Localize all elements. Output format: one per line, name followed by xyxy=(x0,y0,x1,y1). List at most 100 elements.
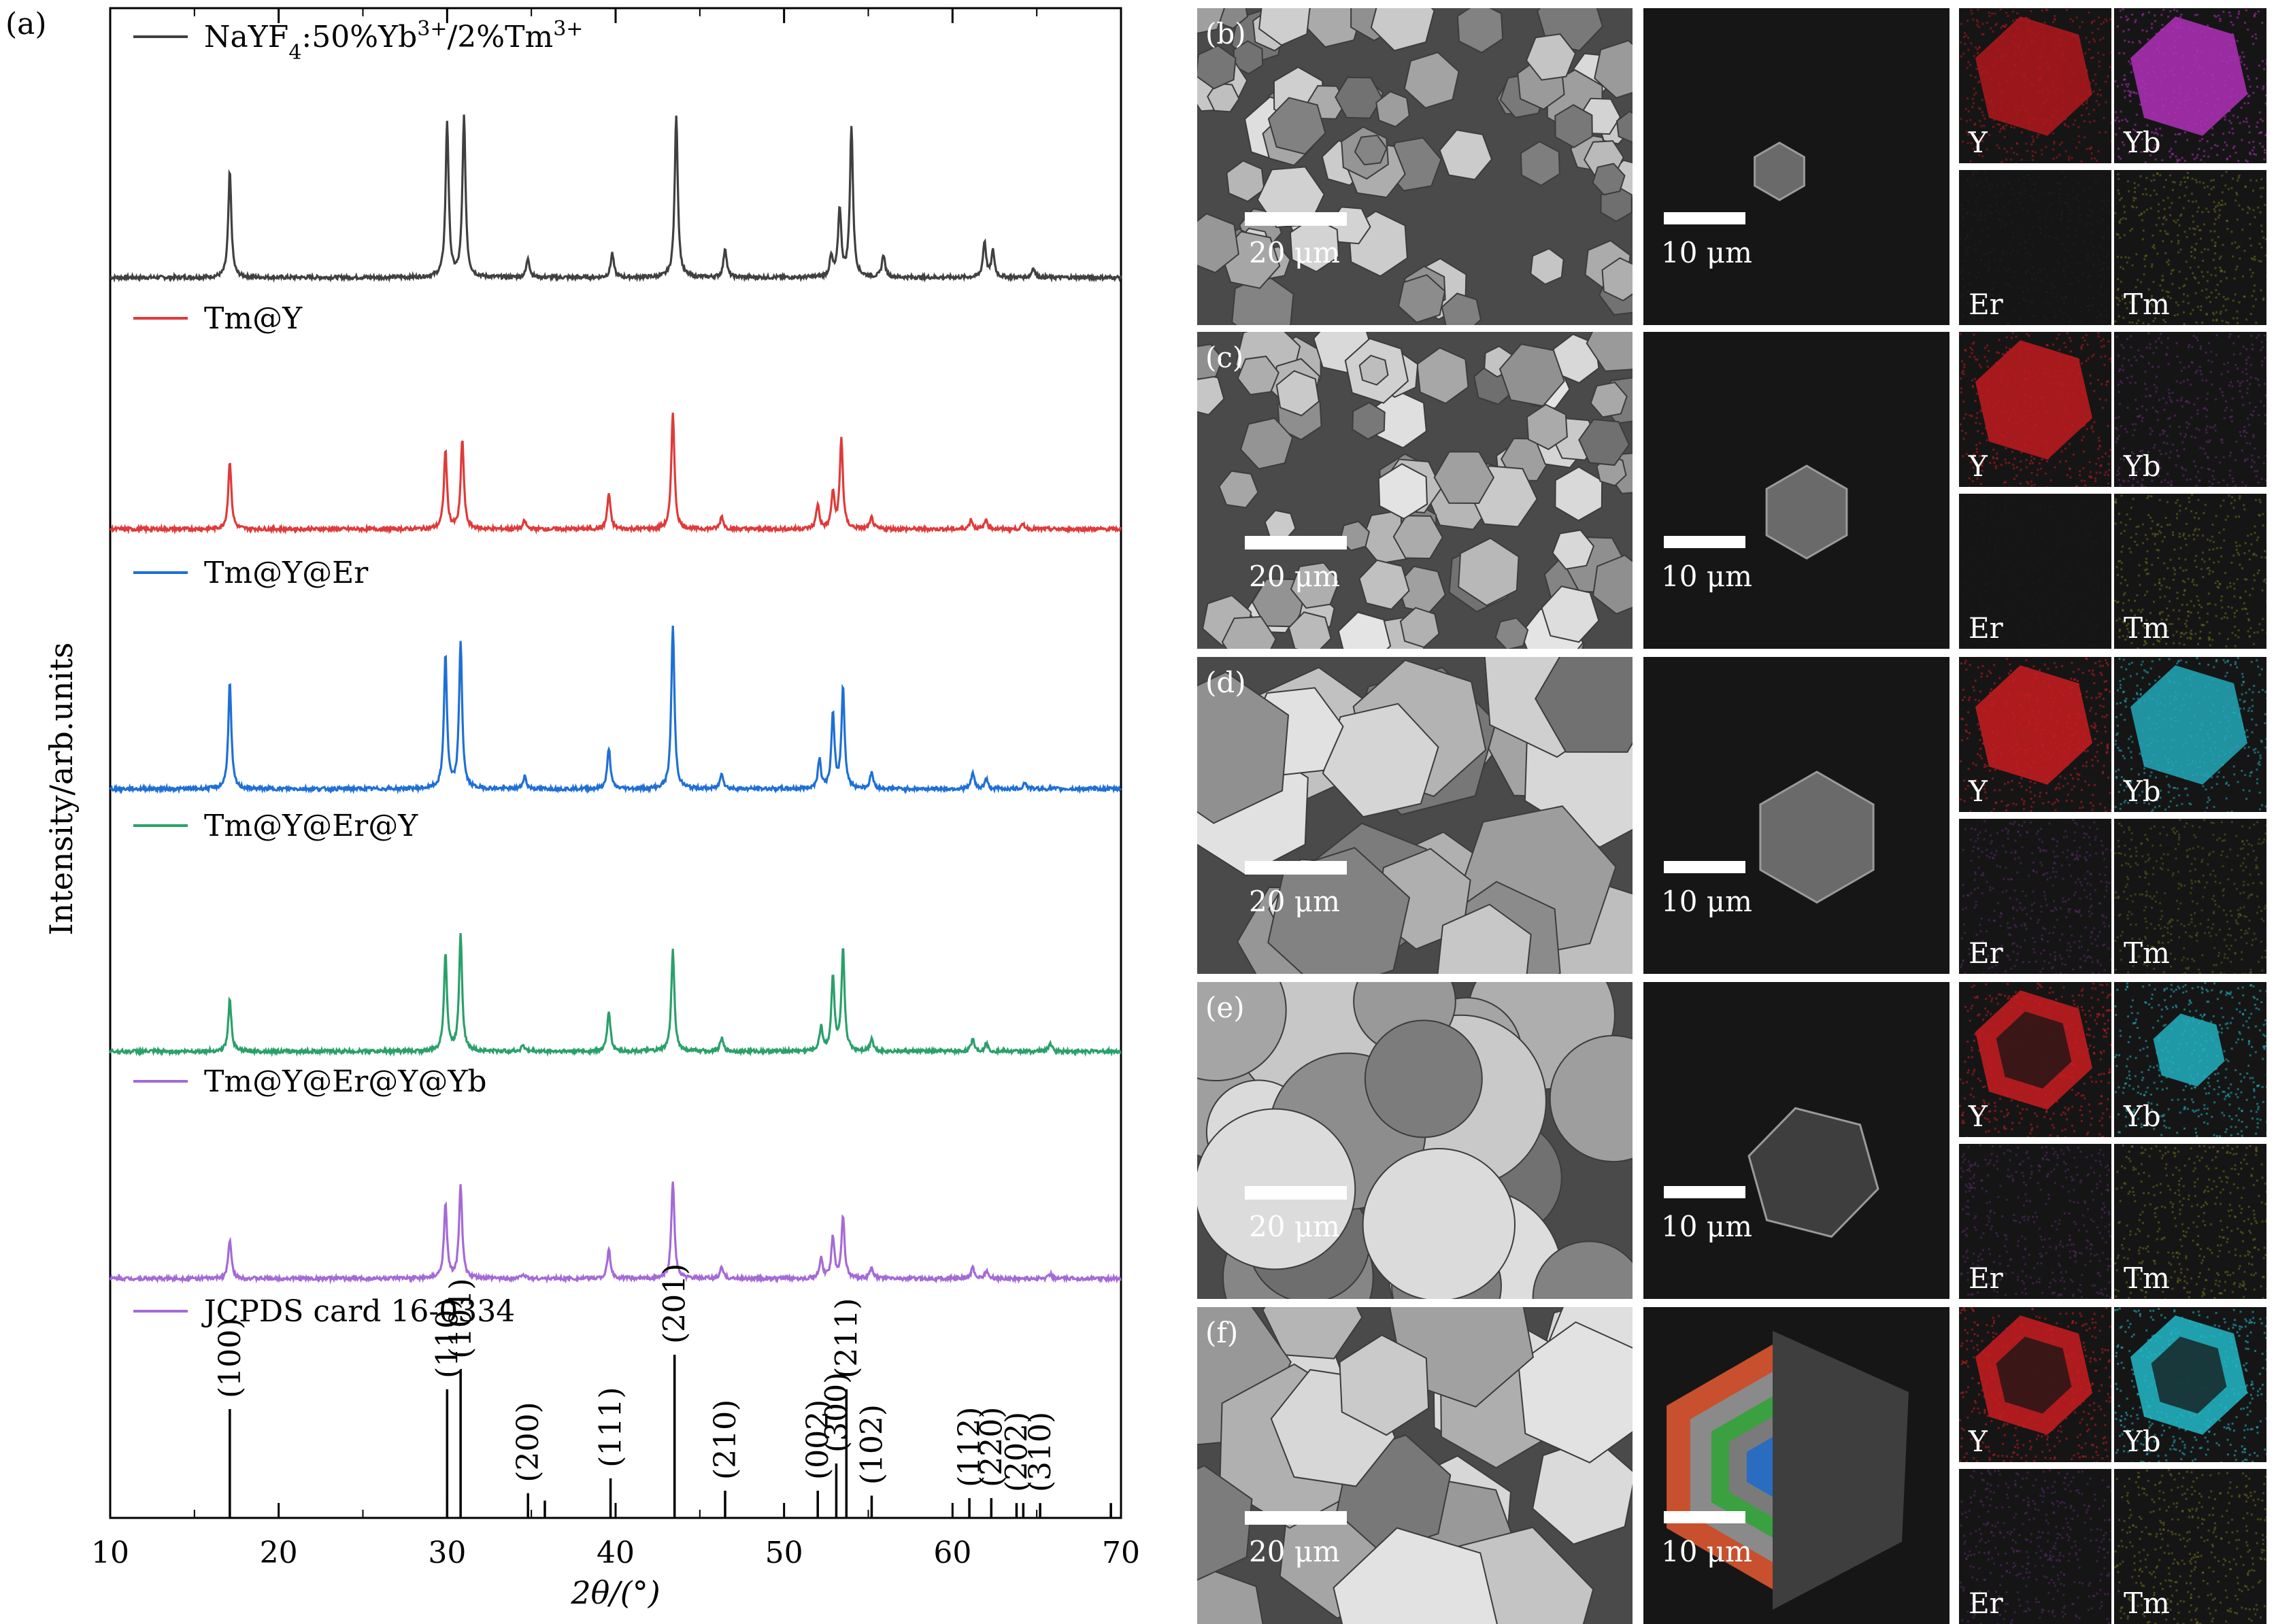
scale-bar-label: 20 μm xyxy=(1249,885,1340,918)
eds-speckle xyxy=(2208,639,2210,641)
eds-speckle xyxy=(1979,120,1981,122)
eds-speckle xyxy=(2110,616,2112,618)
eds-speckle xyxy=(2204,811,2206,812)
eds-speckle xyxy=(2005,809,2007,811)
eds-speckle xyxy=(2041,154,2043,156)
eds-speckle xyxy=(1961,360,1963,362)
eds-speckle xyxy=(1981,606,1983,608)
eds-speckle xyxy=(2245,362,2247,365)
eds-speckle xyxy=(2252,43,2254,45)
eds-speckle xyxy=(2103,338,2105,340)
eds-speckle xyxy=(2032,948,2035,950)
eds-speckle xyxy=(2154,533,2156,535)
eds-speckle xyxy=(2006,603,2008,605)
eds-speckle xyxy=(2108,574,2110,576)
eds-speckle xyxy=(1981,917,1983,919)
eds-speckle xyxy=(2122,365,2124,367)
eds-speckle xyxy=(2068,206,2070,208)
eds-speckle xyxy=(2066,316,2069,318)
eds-speckle xyxy=(1969,347,1971,349)
eds-speckle xyxy=(2260,260,2262,263)
eds-speckle xyxy=(2030,791,2032,793)
eds-speckle xyxy=(2023,619,2025,621)
eds-speckle xyxy=(2105,314,2107,316)
eds-speckle xyxy=(2039,839,2041,841)
eds-speckle xyxy=(2104,513,2106,515)
eds-speckle xyxy=(2074,831,2076,833)
eds-speckle xyxy=(2101,23,2103,25)
eds-speckle xyxy=(1971,349,1973,351)
eds-speckle xyxy=(2145,371,2147,373)
eds-speckle xyxy=(2020,243,2022,245)
eds-speckle xyxy=(2189,228,2191,230)
eds-speckle xyxy=(2243,345,2245,348)
sem-texture: (d)20 μm xyxy=(1197,657,1633,974)
eds-speckle xyxy=(2225,309,2227,311)
eds-speckle xyxy=(2226,587,2228,589)
eds-speckle xyxy=(2066,9,2068,11)
eds-speckle xyxy=(2082,337,2084,339)
eds-speckle xyxy=(2086,107,2088,109)
eds-speckle xyxy=(2032,159,2034,161)
eds-speckle xyxy=(2074,119,2076,121)
eds-speckle xyxy=(2115,498,2117,501)
eds-speckle xyxy=(2222,149,2224,151)
eds-speckle xyxy=(2177,660,2179,662)
eds-speckle xyxy=(2010,253,2012,255)
eds-speckle xyxy=(1995,802,1997,804)
eds-speckle xyxy=(2056,870,2058,873)
eds-speckle xyxy=(2179,159,2181,161)
eds-speckle xyxy=(2098,269,2101,271)
eds-speckle xyxy=(2016,909,2018,911)
eds-speckle xyxy=(1975,172,1977,174)
eds-speckle xyxy=(1976,393,1978,395)
eds-speckle xyxy=(1986,180,1988,182)
eds-speckle xyxy=(2064,447,2066,450)
eds-speckle xyxy=(2061,297,2063,299)
eds-speckle xyxy=(2012,332,2014,334)
eds-speckle xyxy=(2022,291,2024,293)
eds-speckle xyxy=(2225,299,2227,301)
eds-speckle xyxy=(2202,535,2204,537)
eds-speckle xyxy=(2038,560,2040,562)
eds-speckle xyxy=(2059,939,2061,941)
eds-speckle xyxy=(2156,347,2158,349)
eds-speckle xyxy=(2193,335,2195,337)
eds-speckle xyxy=(2253,410,2255,412)
eds-speckle xyxy=(2161,135,2163,137)
eds-speckle xyxy=(2020,785,2022,788)
eds-speckle xyxy=(2261,669,2263,671)
eds-speckle xyxy=(2040,280,2042,282)
eds-speckle xyxy=(2197,499,2199,501)
eds-speckle xyxy=(2220,547,2222,549)
eds-speckle xyxy=(2090,231,2092,233)
eds-speckle xyxy=(2045,9,2047,11)
eds-speckle xyxy=(2080,306,2082,308)
eds-speckle xyxy=(2102,219,2104,221)
eds-speckle xyxy=(2203,182,2205,184)
eds-speckle xyxy=(2205,452,2207,454)
eds-speckle xyxy=(2165,219,2167,221)
eds-speckle xyxy=(2108,200,2110,202)
eds-speckle xyxy=(2086,524,2088,526)
eds-speckle xyxy=(2215,289,2217,291)
eds-speckle xyxy=(2020,523,2022,525)
eds-speckle xyxy=(1986,177,1988,179)
eds-speckle xyxy=(1984,265,1986,267)
eds-speckle xyxy=(2090,57,2092,59)
eds-speckle xyxy=(2258,691,2260,693)
eds-speckle xyxy=(2084,781,2086,783)
eds-speckle xyxy=(2160,342,2162,344)
eds-speckle xyxy=(2226,158,2228,160)
eds-speckle xyxy=(1996,457,1998,459)
eds-speckle xyxy=(2262,841,2264,843)
eds-speckle xyxy=(2188,302,2190,304)
eds-speckle xyxy=(2015,569,2018,571)
eds-speckle xyxy=(2016,629,2018,631)
single-particle xyxy=(1755,143,1805,200)
eds-speckle xyxy=(2115,297,2118,299)
eds-speckle xyxy=(2254,579,2256,581)
eds-speckle xyxy=(2241,107,2243,109)
eds-speckle xyxy=(2086,957,2088,959)
sem-crystal xyxy=(1401,608,1439,647)
